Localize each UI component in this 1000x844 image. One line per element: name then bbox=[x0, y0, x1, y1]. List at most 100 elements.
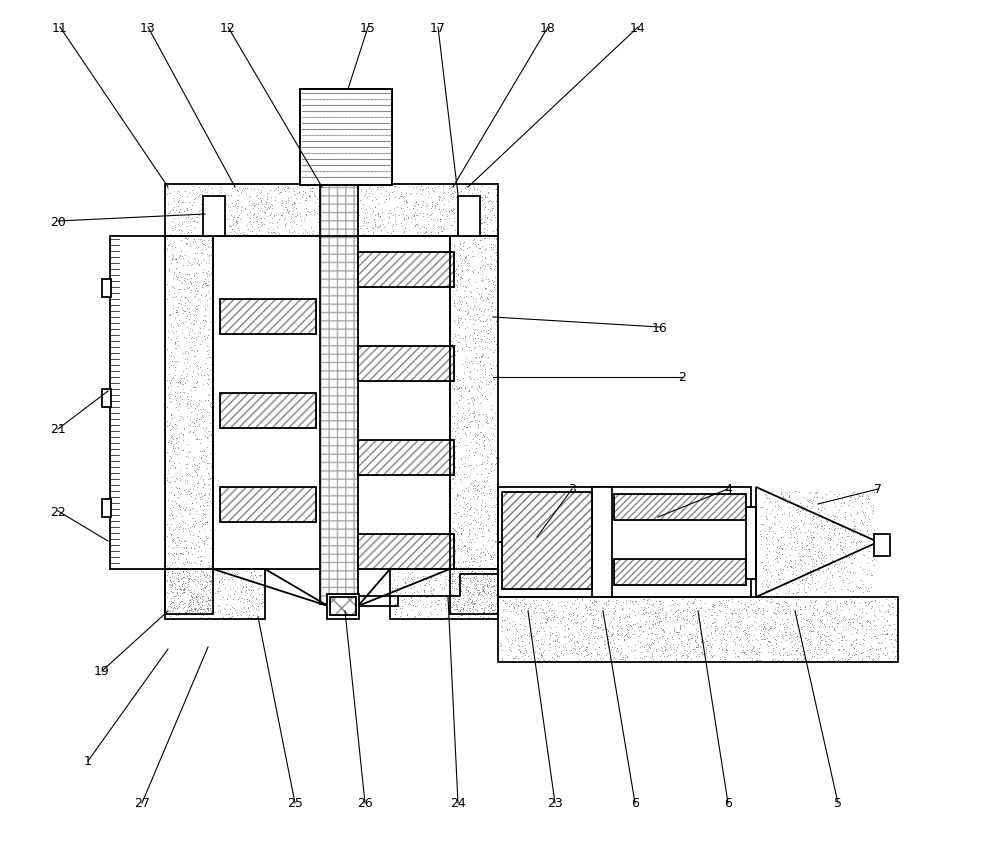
Point bbox=[741, 609, 757, 623]
Point bbox=[199, 406, 215, 419]
Point bbox=[810, 563, 826, 576]
Point bbox=[179, 191, 195, 204]
Point bbox=[873, 636, 889, 650]
Point bbox=[417, 600, 433, 614]
Point bbox=[769, 555, 785, 569]
Point bbox=[471, 242, 487, 256]
Point bbox=[788, 645, 804, 658]
Point bbox=[744, 603, 760, 617]
Point bbox=[406, 209, 422, 223]
Point bbox=[887, 623, 903, 636]
Point bbox=[169, 588, 185, 602]
Point bbox=[432, 213, 448, 226]
Point bbox=[367, 209, 383, 223]
Point bbox=[171, 499, 187, 512]
Point bbox=[480, 303, 496, 316]
Point bbox=[407, 609, 423, 623]
Point bbox=[822, 547, 838, 560]
Point bbox=[859, 489, 875, 502]
Point bbox=[518, 646, 534, 659]
Point bbox=[171, 283, 187, 296]
Point bbox=[773, 488, 789, 501]
Point bbox=[800, 557, 816, 571]
Point bbox=[168, 253, 184, 267]
Point bbox=[455, 567, 471, 581]
Point bbox=[179, 400, 195, 414]
Point bbox=[482, 565, 498, 578]
Point bbox=[548, 628, 564, 641]
Point bbox=[687, 643, 703, 657]
Point bbox=[201, 486, 217, 500]
Point bbox=[709, 609, 725, 622]
Point bbox=[543, 614, 559, 627]
Point bbox=[181, 606, 197, 619]
Point bbox=[473, 234, 489, 247]
Point bbox=[443, 576, 459, 590]
Point bbox=[302, 185, 318, 198]
Point bbox=[794, 574, 810, 587]
Point bbox=[767, 603, 783, 616]
Point bbox=[670, 603, 686, 616]
Point bbox=[692, 593, 708, 607]
Point bbox=[810, 574, 826, 587]
Point bbox=[178, 344, 194, 358]
Point bbox=[481, 434, 497, 447]
Point bbox=[367, 191, 383, 204]
Point bbox=[168, 496, 184, 510]
Point bbox=[171, 207, 187, 220]
Point bbox=[444, 567, 460, 581]
Point bbox=[624, 621, 640, 635]
Point bbox=[762, 576, 778, 589]
Point bbox=[844, 487, 860, 500]
Point bbox=[470, 479, 486, 493]
Point bbox=[312, 197, 328, 210]
Point bbox=[482, 482, 498, 495]
Point bbox=[639, 642, 655, 656]
Point bbox=[211, 575, 227, 588]
Point bbox=[446, 603, 462, 617]
Point bbox=[751, 645, 767, 658]
Point bbox=[422, 600, 438, 614]
Point bbox=[376, 221, 392, 235]
Point bbox=[657, 633, 673, 647]
Point bbox=[172, 537, 188, 550]
Point bbox=[871, 636, 887, 650]
Point bbox=[449, 421, 465, 435]
Point bbox=[323, 187, 339, 201]
Point bbox=[446, 499, 462, 512]
Point bbox=[669, 625, 685, 639]
Point bbox=[180, 582, 196, 596]
Point bbox=[652, 650, 668, 663]
Point bbox=[653, 614, 669, 628]
Point bbox=[192, 296, 208, 310]
Point bbox=[186, 542, 202, 555]
Point bbox=[480, 187, 496, 200]
Point bbox=[330, 182, 346, 196]
Point bbox=[620, 624, 636, 637]
Point bbox=[416, 585, 432, 598]
Point bbox=[203, 461, 219, 474]
Point bbox=[170, 491, 186, 505]
Point bbox=[825, 582, 841, 595]
Point bbox=[200, 530, 216, 544]
Point bbox=[748, 654, 764, 668]
Point bbox=[808, 646, 824, 659]
Point bbox=[571, 652, 587, 666]
Point bbox=[171, 194, 187, 208]
Point bbox=[527, 601, 543, 614]
Point bbox=[819, 572, 835, 586]
Point bbox=[485, 538, 501, 552]
Point bbox=[455, 372, 471, 386]
Point bbox=[764, 484, 780, 498]
Point bbox=[834, 630, 850, 644]
Point bbox=[662, 638, 678, 652]
Point bbox=[614, 621, 630, 635]
Point bbox=[817, 619, 833, 633]
Point bbox=[720, 616, 736, 630]
Point bbox=[838, 634, 854, 647]
Point bbox=[447, 533, 463, 547]
Point bbox=[846, 512, 862, 526]
Point bbox=[792, 600, 808, 614]
Point bbox=[172, 376, 188, 389]
Point bbox=[458, 338, 474, 351]
